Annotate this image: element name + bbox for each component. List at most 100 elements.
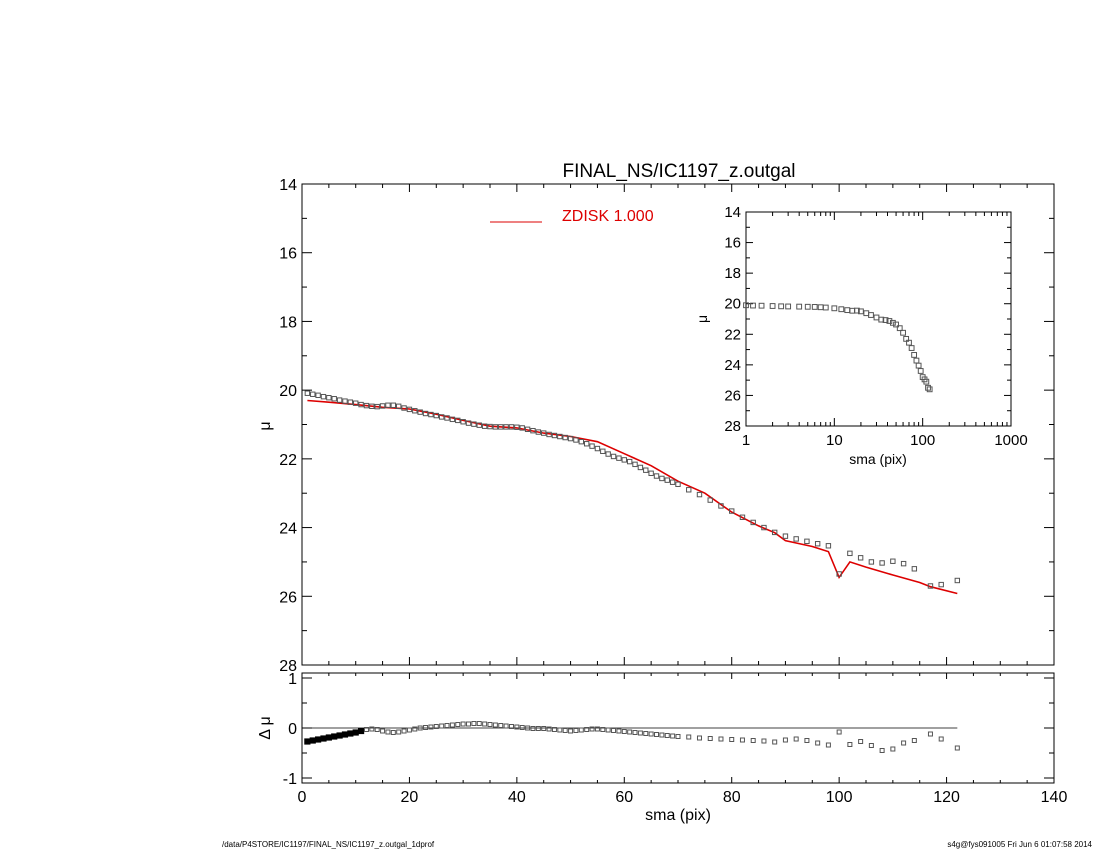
main-y-tick-label: 24 [279, 521, 297, 538]
residual-point [858, 739, 864, 744]
inset-data-point [923, 378, 930, 385]
x-axis-label: sma (pix) [645, 807, 711, 824]
residual-point [428, 724, 434, 730]
data-point [320, 393, 327, 400]
residual-point [396, 729, 402, 735]
data-point [342, 398, 348, 404]
inset-data-point [822, 304, 829, 311]
inset-data-point [831, 305, 838, 312]
residual-point [654, 732, 660, 737]
residual-point [938, 736, 944, 742]
inset-data-point [804, 303, 811, 310]
data-point [304, 390, 311, 396]
data-point [825, 543, 832, 549]
residual-point [782, 737, 788, 743]
data-point [498, 424, 504, 430]
data-point [669, 479, 676, 485]
residual-point [594, 726, 600, 732]
residual-points-series [304, 721, 960, 753]
data-point [938, 581, 944, 588]
residual-point [309, 737, 316, 744]
inset-data-point [868, 312, 874, 318]
inset-data-point [878, 316, 885, 323]
residual-point [487, 722, 493, 727]
data-point [315, 392, 321, 398]
residual-point [385, 729, 391, 735]
residual-point [627, 729, 633, 735]
data-point [417, 409, 423, 415]
main-y-tick-label: 16 [279, 246, 297, 263]
inset-data-point [853, 307, 860, 314]
residual-point [643, 731, 649, 736]
residual-point [836, 729, 842, 735]
residual-point [406, 727, 412, 733]
data-point [621, 457, 627, 463]
residual-point [557, 727, 563, 733]
main-y-ticks: 14 16 18 20 22 24 26 28 [279, 177, 1054, 675]
inset-y-tick-label: 28 [724, 418, 741, 435]
inset-data-point [743, 302, 749, 309]
data-point [541, 430, 547, 436]
residual-point [879, 748, 885, 753]
data-point [562, 434, 568, 441]
data-point [643, 467, 649, 473]
residual-point [433, 724, 439, 729]
data-point [465, 420, 472, 426]
residual-point [568, 728, 574, 734]
inset-x-tick-label: 1 [742, 432, 750, 449]
main-x-ticks [301, 184, 1055, 665]
data-point [374, 403, 380, 410]
residual-point [675, 734, 681, 739]
footer-file-path: /data/P4STORE/IC1197/FINAL_NS/IC1197_z.o… [222, 840, 435, 849]
data-point [664, 477, 670, 483]
data-point [492, 424, 499, 430]
residual-point [347, 730, 354, 737]
data-point [804, 538, 810, 545]
inset-y-tick-label: 26 [724, 387, 741, 404]
main-y-tick-label: 20 [279, 383, 297, 400]
main-y-tick-label: 14 [279, 177, 297, 194]
main-panel: 14 16 18 20 22 24 26 28 μ ZDISK 1.000 [257, 177, 1055, 675]
data-point [836, 571, 842, 577]
residual-point [611, 728, 617, 733]
x-tick-label: 80 [723, 789, 741, 806]
data-point [331, 396, 337, 402]
residual-point [632, 730, 638, 735]
residual-point [573, 728, 579, 733]
residual-y-axis-label: Δ μ [257, 716, 274, 739]
data-point [428, 411, 434, 418]
data-point [449, 416, 456, 423]
model-line [307, 399, 958, 595]
residual-point [578, 727, 584, 733]
data-point [911, 566, 918, 572]
residual-panel: 0 20 40 60 80 100 120 140 10-1 Δ μ sma (pix) [257, 671, 1067, 824]
residual-point [551, 727, 557, 732]
inset-data-point [886, 318, 893, 324]
data-point [363, 402, 370, 409]
residual-point [670, 733, 676, 739]
inset-data-point [925, 384, 931, 391]
inset-points-series [743, 302, 933, 393]
x-tick-label: 60 [615, 789, 633, 806]
data-point [353, 400, 359, 406]
residual-point [825, 742, 831, 748]
x-tick-label: 120 [933, 789, 960, 806]
inset-data-point [750, 302, 756, 309]
inset-data-point [838, 306, 845, 313]
residual-point [901, 740, 907, 746]
residual-point [455, 722, 461, 727]
chart-title: FINAL_NS/IC1197_z.outgal [562, 161, 795, 182]
residual-point [621, 729, 627, 734]
data-point [573, 437, 579, 443]
data-point [954, 577, 961, 584]
residual-point [927, 731, 933, 737]
inset-y-tick-label: 22 [724, 326, 741, 343]
residual-x-ticks: 0 20 40 60 80 100 120 140 [298, 673, 1067, 806]
data-point [476, 422, 482, 428]
residual-point [492, 722, 498, 728]
data-point [616, 455, 622, 461]
residual-point [336, 732, 343, 739]
data-point [438, 414, 445, 420]
residual-point [498, 723, 504, 728]
inset-y-tick-label: 14 [724, 204, 741, 221]
